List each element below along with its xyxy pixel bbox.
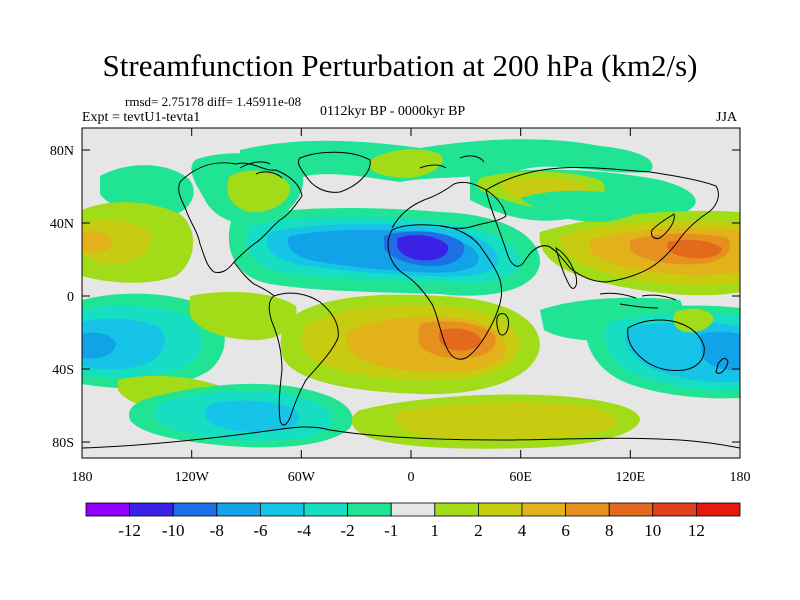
experiment-label: Expt = tevtU1-tevta1 — [82, 110, 201, 125]
coast-australia — [627, 319, 705, 371]
contour-npac-green — [520, 190, 642, 222]
contour-asia-red — [667, 240, 722, 259]
contour-satl-red — [438, 328, 482, 351]
colorbar-swatch — [696, 502, 741, 517]
colorbar-swatch — [85, 502, 130, 517]
colorbar-swatch — [434, 502, 479, 517]
lon-tick-label: 60E — [509, 470, 532, 485]
coast-madagascar — [496, 313, 509, 336]
coast-antarctica — [82, 426, 740, 449]
contour-left-yellow2 — [82, 219, 152, 264]
contour-field — [82, 139, 740, 449]
contour-so-yellow2 — [395, 402, 617, 441]
colorbar-swatch — [172, 502, 218, 517]
contour-so-lblue — [205, 400, 299, 433]
colorbar-swatch — [259, 502, 305, 517]
colorbar-label: -4 — [297, 521, 312, 540]
contour-nz-yellow — [673, 308, 714, 333]
colorbar-label: 8 — [605, 521, 614, 540]
lon-tick-label: 60W — [288, 470, 316, 485]
contour-sw-blue — [82, 332, 116, 359]
colorbar-label: 10 — [644, 521, 661, 540]
contour-na-yellow — [227, 170, 291, 213]
season-label: JJA — [716, 110, 738, 125]
coast-asia — [485, 166, 719, 283]
lon-tick-label: 0 — [408, 470, 415, 485]
lon-tick-label: 120W — [175, 470, 210, 485]
stats-line: rmsd= 2.75178 diff= 1.45911e-08 — [125, 94, 302, 109]
colorbar-label: -1 — [384, 521, 398, 540]
coast-new-zealand — [715, 357, 729, 374]
lat-tick-label: 80S — [52, 436, 74, 451]
period-label: 0112kyr BP - 0000kyr BP — [320, 104, 466, 119]
colorbar-label: 6 — [561, 521, 570, 540]
coast-indonesia — [599, 292, 677, 309]
colorbar-swatch — [390, 502, 436, 517]
lon-tick-label: 180 — [72, 470, 93, 485]
coast-south-america — [268, 292, 339, 426]
coast-africa — [387, 224, 503, 360]
colorbar: -12 -10 -8 -6 -4 -2 -1 1 2 4 6 8 10 12 — [85, 502, 741, 540]
colorbar-swatch — [608, 502, 654, 517]
colorbar-swatch — [347, 502, 392, 517]
lat-axis — [82, 149, 740, 443]
lon-tick-label: 120E — [616, 470, 646, 485]
colorbar-swatch — [129, 502, 174, 517]
colorbar-label: -2 — [341, 521, 355, 540]
contour-sw-lblue — [82, 318, 165, 370]
colorbar-label: 4 — [518, 521, 527, 540]
contour-aus-blue — [700, 331, 740, 371]
colorbar-label: -8 — [210, 521, 224, 540]
colorbar-swatch — [652, 502, 697, 517]
coast-arctic-islands — [239, 155, 485, 179]
coast-japan — [651, 213, 675, 239]
colorbar-label: 12 — [688, 521, 705, 540]
contour-sahara-dblue — [397, 235, 449, 261]
colorbar-label: 2 — [474, 521, 483, 540]
colorbar-swatch — [521, 502, 566, 517]
contour-arctic-yellow — [368, 149, 443, 178]
colorbar-label: -10 — [162, 521, 185, 540]
lat-tick-label: 40N — [50, 217, 74, 232]
colorbar-label: -12 — [118, 521, 141, 540]
coast-greenland — [297, 151, 371, 193]
contour-left-orange — [82, 230, 112, 253]
colorbar-swatch — [565, 502, 610, 517]
coastlines — [82, 151, 740, 449]
lat-tick-label: 0 — [67, 290, 74, 305]
plot-title: Streamfunction Perturbation at 200 hPa (… — [102, 48, 698, 83]
coast-india — [555, 246, 577, 289]
contour-spac-yellow — [190, 291, 297, 340]
coast-north-america — [178, 162, 303, 273]
colorbar-swatch — [477, 502, 523, 517]
lat-tick-label: 40S — [52, 363, 74, 378]
coast-central-america — [233, 261, 275, 297]
lon-tick-label: 180 — [730, 470, 751, 485]
contour-north-green — [240, 139, 653, 182]
colorbar-swatch — [216, 502, 261, 517]
colorbar-label: -6 — [253, 521, 267, 540]
colorbar-swatch — [303, 502, 348, 517]
colorbar-label: 1 — [431, 521, 440, 540]
lon-axis — [81, 128, 741, 458]
lat-tick-label: 80N — [50, 144, 74, 159]
